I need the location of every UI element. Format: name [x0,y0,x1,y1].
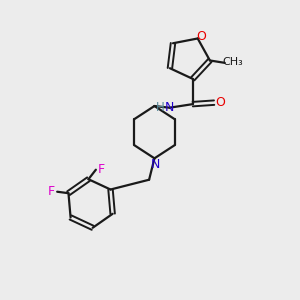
Text: O: O [196,30,206,43]
Text: N: N [165,101,174,114]
Text: F: F [48,185,55,198]
Text: N: N [150,158,160,171]
Text: CH₃: CH₃ [223,57,243,67]
Text: O: O [215,96,225,109]
Text: F: F [98,163,105,176]
Text: H: H [155,101,164,114]
